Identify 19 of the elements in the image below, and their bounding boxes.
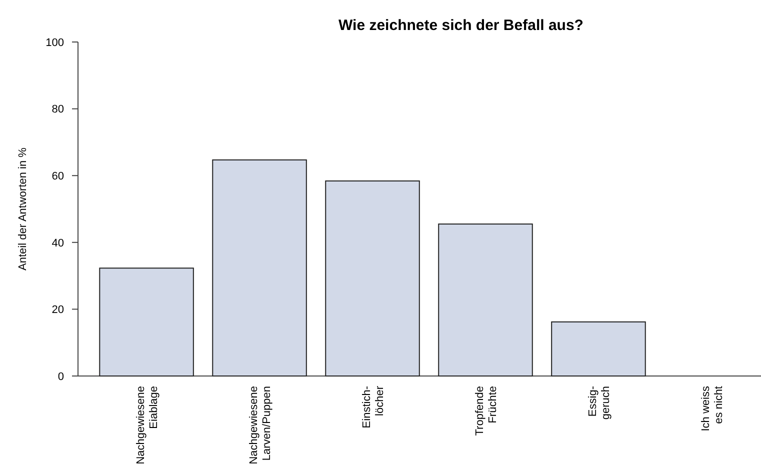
y-tick-label: 60 — [52, 170, 64, 182]
x-tick-label: Nachgewiesene Eiablage — [135, 386, 160, 464]
bar — [212, 159, 307, 376]
y-tick-label: 100 — [46, 36, 64, 49]
y-axis-title: Anteil der Antworten in % — [17, 147, 29, 270]
y-tick-label: 40 — [52, 237, 64, 250]
x-tick-label: Ich weiss es nicht — [700, 386, 725, 432]
x-tick-label: Nachgewiesene Larven/Puppen — [248, 386, 274, 464]
x-tick-label: Tropfende Früchte — [474, 386, 499, 436]
chart-title: Wie zeichnete sich der Befall aus? — [338, 17, 584, 34]
y-tick-label: 20 — [52, 304, 64, 316]
y-tick-label: 80 — [52, 104, 64, 116]
x-tick-label: Einstich- löcher — [361, 386, 386, 428]
bar — [438, 224, 533, 376]
bar — [325, 180, 420, 376]
y-tick-label: 0 — [58, 370, 64, 383]
bar — [99, 268, 194, 376]
x-tick-label: Essig- geruch — [586, 386, 612, 420]
bar — [551, 321, 646, 376]
